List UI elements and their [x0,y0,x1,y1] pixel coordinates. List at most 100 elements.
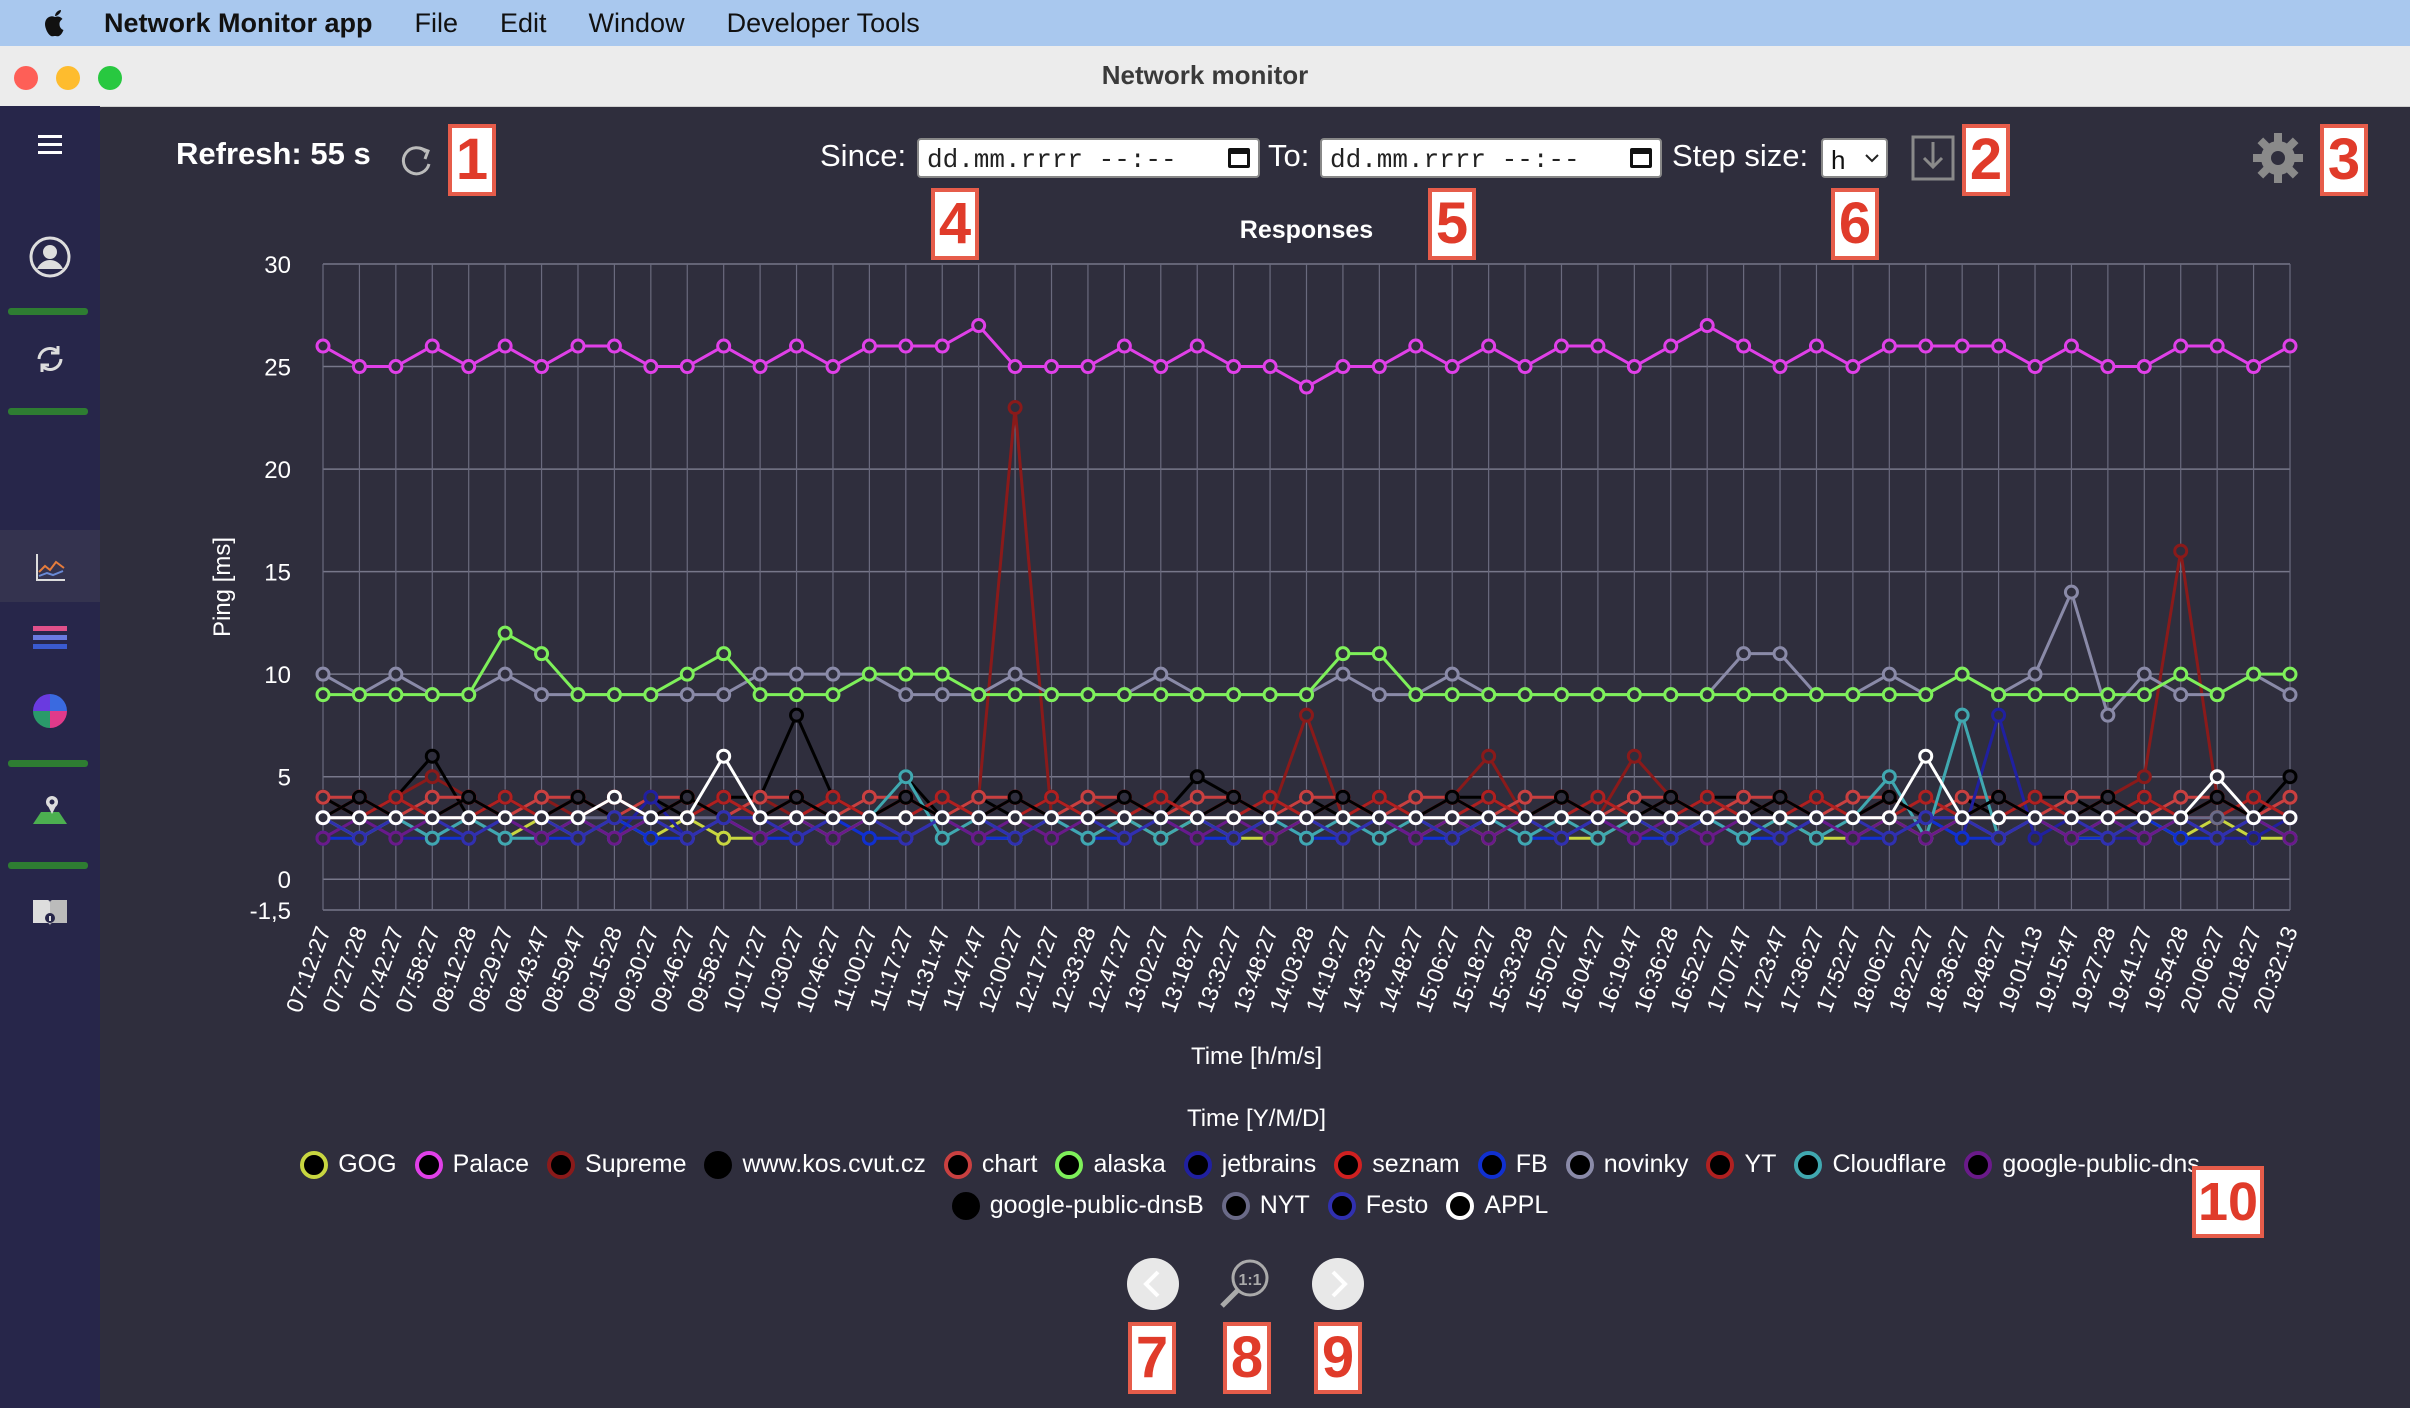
download-icon[interactable] [1910,134,1956,182]
legend-item-Supreme[interactable]: Supreme [547,1150,686,1179]
line-chart-icon[interactable] [25,542,75,592]
menu-window[interactable]: Window [588,7,685,38]
sync-icon[interactable] [25,334,75,384]
step-size-select[interactable]: h [1821,138,1888,178]
x2-axis-label: Time [Y/M/D] [1187,1105,1326,1132]
data-point-Cloudflare [1736,830,1752,846]
data-point-Festo [789,830,805,846]
legend-label: APPL [1484,1191,1549,1219]
data-point-Palace [1262,359,1278,375]
legend-item-alaska[interactable]: alaska [1055,1150,1166,1179]
data-point-Cloudflare [1153,830,1169,846]
legend-label: GOG [338,1150,397,1178]
legend-swatch [1706,1150,1735,1179]
legend-item-google-public-dnsB[interactable]: google-public-dnsB [951,1191,1204,1220]
zoom-reset-icon[interactable]: 1:1 [1216,1254,1274,1312]
data-point-APPL [1444,810,1460,826]
menu-developer-tools[interactable]: Developer Tools [726,7,920,38]
data-point-APPL [2282,810,2298,826]
data-point-novinky [1736,646,1752,662]
gear-icon[interactable] [2250,130,2306,186]
apple-icon[interactable] [38,6,72,40]
y-tick-label: 5 [278,765,291,792]
data-point-Palace [570,338,586,354]
legend-label: Festo [1365,1191,1429,1219]
data-point-APPL [1080,810,1096,826]
data-point-APPL [1808,810,1824,826]
data-point-Festo [1918,810,1934,826]
data-point-APPL [1335,810,1351,826]
to-date-input[interactable]: dd.mm.rrrr --:-- [1320,138,1662,178]
legend-label: seznam [1372,1150,1460,1178]
calendar-icon[interactable] [1630,148,1652,168]
data-point-FB [643,830,659,846]
data-point-alaska [1153,687,1169,703]
data-point-chart [534,789,550,805]
legend-item-Palace[interactable]: Palace [414,1150,529,1179]
minimize-window-button[interactable] [56,66,80,90]
legend-item-Cloudflare[interactable]: Cloudflare [1794,1150,1946,1179]
data-point-Palace [1517,359,1533,375]
data-point-chart [1408,789,1424,805]
data-point-Cloudflare [1954,707,1970,723]
calendar-icon[interactable] [1228,148,1250,168]
data-point-Supreme [1299,707,1314,723]
y-tick-label: 10 [264,662,291,689]
data-point-Palace [825,359,841,375]
app-name[interactable]: Network Monitor app [104,7,373,38]
legend-item-chart[interactable]: chart [943,1150,1037,1179]
menu-icon[interactable] [25,120,75,170]
refresh-icon[interactable] [396,140,436,180]
data-point-alaska [1299,687,1314,703]
legend-item-YT[interactable]: YT [1706,1150,1776,1179]
data-point-Palace [606,338,622,354]
close-window-button[interactable] [14,66,38,90]
menu-file[interactable]: File [414,7,459,38]
map-icon[interactable] [25,786,75,836]
bar-list-icon[interactable] [25,612,75,662]
legend-item-GOG[interactable]: GOG [300,1150,397,1179]
legend-item-jetbrains[interactable]: jetbrains [1183,1150,1316,1179]
since-date-input[interactable]: dd.mm.rrrr --:-- [917,138,1260,178]
data-point-alaska [1991,687,2007,703]
data-point-Palace [1881,338,1897,354]
zoom-window-button[interactable] [98,66,122,90]
menu-edit[interactable]: Edit [500,7,547,38]
y-axis-label: Ping [ms] [209,537,236,637]
pie-chart-icon[interactable] [25,686,75,736]
user-icon[interactable] [25,232,75,282]
data-point-alaska [1044,687,1060,703]
data-point-Palace [898,338,914,354]
data-point-alaska [1918,687,1934,703]
data-point-Palace [1808,338,1824,354]
data-point-chart [1736,789,1752,805]
data-point-Cloudflare [497,830,513,846]
legend-label: NYT [1259,1191,1310,1219]
data-point-google-public-dnsB [1226,789,1242,805]
data-point-alaska [643,687,659,703]
data-point-APPL [1371,810,1387,826]
legend-item-Festo[interactable]: Festo [1327,1191,1429,1220]
data-point-alaska [1954,666,1970,682]
data-point-Palace [1590,338,1606,354]
book-icon[interactable] [25,888,75,938]
legend-item-FB[interactable]: FB [1477,1150,1548,1179]
data-point-APPL [679,810,695,826]
data-point-google-public-dns [315,830,331,846]
previous-button[interactable] [1127,1258,1179,1310]
next-button[interactable] [1312,1258,1364,1310]
data-point-APPL [1699,810,1715,826]
legend-item-NYT[interactable]: NYT [1221,1191,1310,1220]
legend-item-novinky[interactable]: novinky [1565,1150,1688,1179]
legend-swatch [414,1150,443,1179]
data-point-APPL [934,810,950,826]
legend-item-APPL[interactable]: APPL [1446,1191,1548,1220]
data-point-Palace [351,359,367,375]
legend-item-www.kos.cvut.cz[interactable]: www.kos.cvut.cz [704,1150,926,1179]
y-tick-label: 20 [264,457,291,484]
legend-item-seznam[interactable]: seznam [1334,1150,1460,1179]
data-point-Festo [1553,830,1569,846]
legend-item-google-public-dns[interactable]: google-public-dns [1964,1150,2200,1179]
step-size-label: Step size: [1672,138,1809,173]
data-point-google-public-dns [388,830,404,846]
